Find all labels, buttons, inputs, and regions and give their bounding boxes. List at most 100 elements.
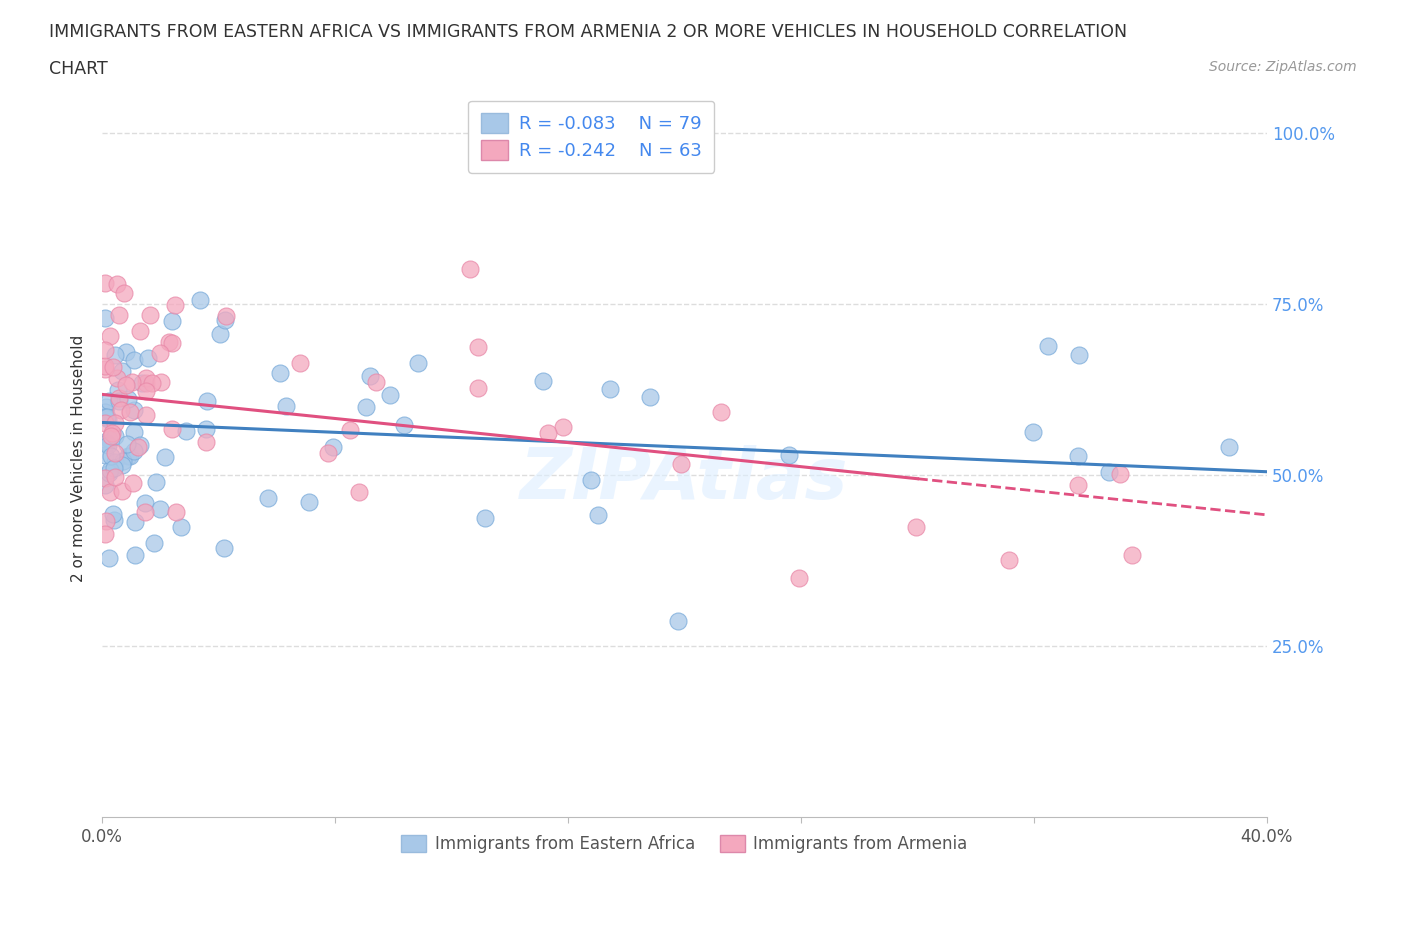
Point	[122, 353, 145, 368]
Point	[115, 378, 138, 392]
Point	[105, 371, 128, 386]
Point	[1098, 464, 1121, 479]
Point	[467, 380, 489, 395]
Point	[94, 362, 117, 377]
Point	[998, 553, 1021, 568]
Point	[134, 496, 156, 511]
Point	[214, 312, 236, 327]
Point	[143, 536, 166, 551]
Text: Source: ZipAtlas.com: Source: ZipAtlas.com	[1209, 60, 1357, 74]
Point	[120, 405, 142, 419]
Point	[1022, 425, 1045, 440]
Point	[122, 425, 145, 440]
Point	[94, 478, 117, 493]
Point	[531, 374, 554, 389]
Point	[145, 475, 167, 490]
Point	[165, 505, 187, 520]
Point	[94, 404, 117, 418]
Point	[107, 382, 129, 397]
Point	[135, 384, 157, 399]
Point	[1067, 477, 1090, 492]
Point	[127, 440, 149, 455]
Point	[111, 364, 134, 379]
Point	[107, 308, 129, 323]
Point	[107, 393, 129, 408]
Point	[101, 507, 124, 522]
Point	[121, 375, 143, 390]
Point	[406, 355, 429, 370]
Point	[117, 437, 139, 452]
Point	[669, 457, 692, 472]
Point	[122, 403, 145, 418]
Point	[197, 393, 219, 408]
Point	[787, 570, 810, 585]
Point	[117, 392, 139, 406]
Point	[356, 400, 378, 415]
Point	[378, 388, 401, 403]
Point	[107, 391, 129, 405]
Point	[98, 432, 121, 446]
Point	[339, 422, 361, 437]
Text: IMMIGRANTS FROM EASTERN AFRICA VS IMMIGRANTS FROM ARMENIA 2 OR MORE VEHICLES IN : IMMIGRANTS FROM EASTERN AFRICA VS IMMIGR…	[49, 23, 1128, 41]
Point	[162, 336, 184, 351]
Point	[779, 447, 801, 462]
Point	[94, 526, 117, 541]
Point	[96, 409, 118, 424]
Point	[215, 309, 238, 324]
Point	[349, 485, 371, 499]
Point	[104, 470, 127, 485]
Point	[104, 429, 127, 444]
Point	[1121, 548, 1143, 563]
Point	[98, 550, 121, 565]
Point	[640, 390, 662, 405]
Point	[141, 376, 163, 391]
Point	[360, 369, 382, 384]
Point	[474, 511, 496, 525]
Point	[134, 505, 156, 520]
Point	[101, 426, 124, 441]
Point	[1067, 449, 1090, 464]
Point	[131, 375, 153, 390]
Point	[162, 313, 184, 328]
Point	[117, 448, 139, 463]
Point	[136, 351, 159, 365]
Point	[98, 393, 121, 408]
Point	[553, 420, 575, 435]
Point	[364, 375, 387, 390]
Point	[174, 423, 197, 438]
Point	[157, 335, 180, 350]
Point	[160, 421, 183, 436]
Point	[276, 398, 298, 413]
Point	[135, 408, 157, 423]
Point	[97, 411, 120, 426]
Point	[194, 434, 217, 449]
Point	[316, 445, 339, 460]
Point	[104, 348, 127, 363]
Point	[467, 339, 489, 354]
Text: CHART: CHART	[49, 60, 108, 78]
Point	[149, 375, 172, 390]
Point	[124, 514, 146, 529]
Point	[129, 437, 152, 452]
Point	[1218, 439, 1240, 454]
Point	[149, 345, 172, 360]
Point	[153, 449, 176, 464]
Text: ZIPAtlas: ZIPAtlas	[520, 445, 849, 514]
Point	[97, 465, 120, 480]
Point	[1108, 466, 1130, 481]
Point	[256, 490, 278, 505]
Point	[96, 436, 118, 451]
Point	[124, 548, 146, 563]
Point	[124, 443, 146, 458]
Point	[94, 358, 117, 373]
Point	[94, 410, 117, 425]
Point	[666, 614, 689, 629]
Point	[118, 448, 141, 463]
Point	[195, 421, 218, 436]
Point	[101, 360, 124, 375]
Point	[103, 460, 125, 475]
Point	[322, 439, 344, 454]
Point	[586, 508, 609, 523]
Point	[121, 475, 143, 490]
Point	[1067, 348, 1090, 363]
